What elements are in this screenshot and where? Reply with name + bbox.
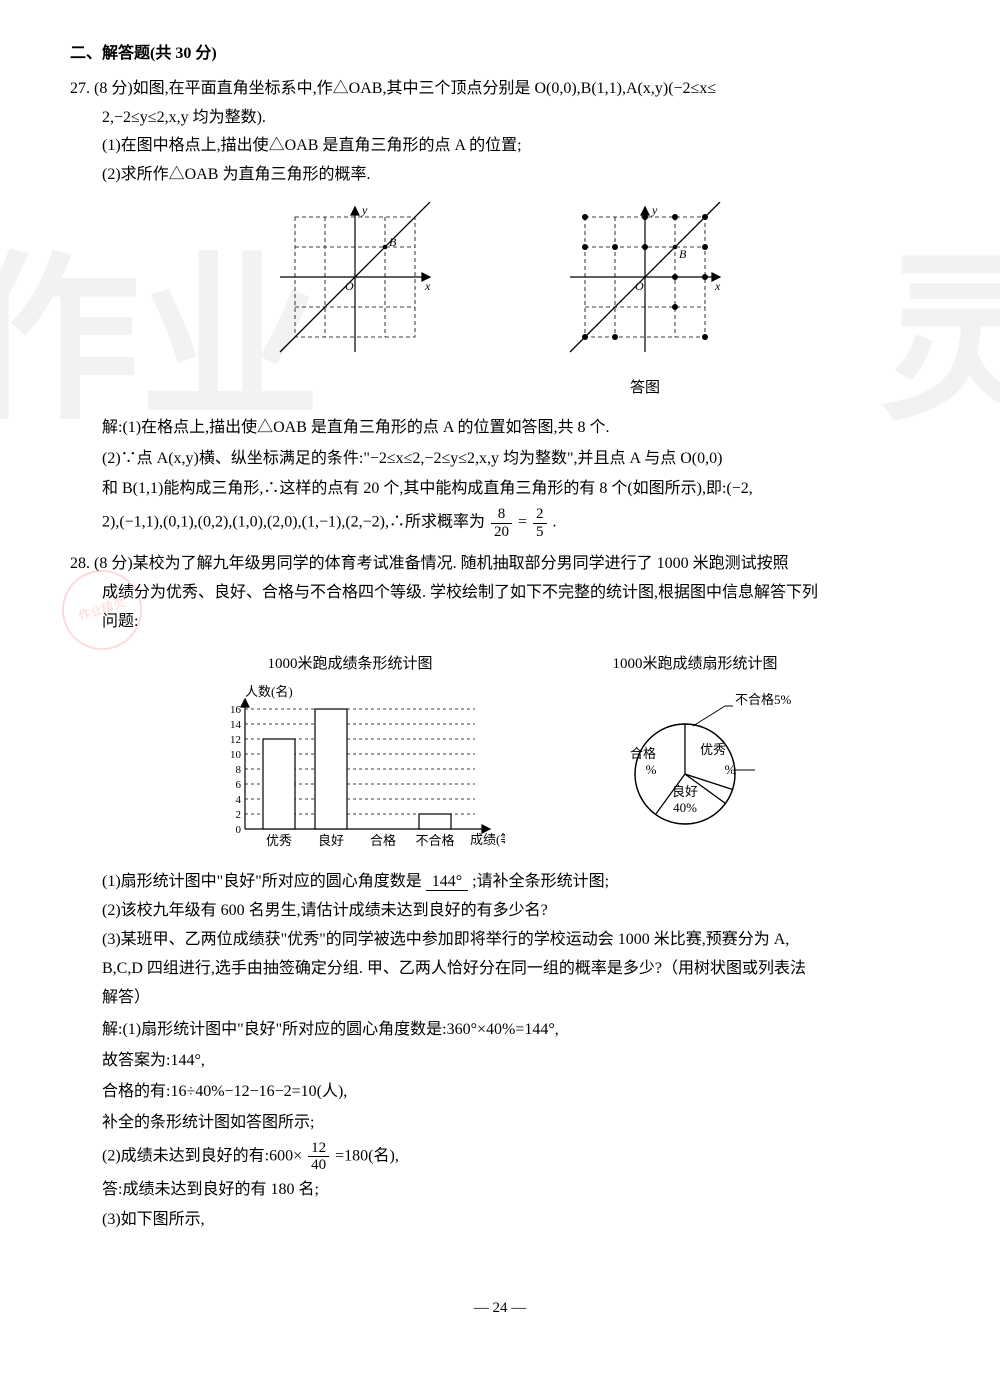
q27-ans1: 解:(1)在格点上,描出使△OAB 是直角三角形的点 A 的位置如答图,共 8 …: [102, 414, 930, 443]
svg-text:合格: 合格: [370, 833, 396, 848]
svg-text:%: %: [646, 762, 657, 777]
svg-text:4: 4: [236, 794, 242, 806]
svg-text:16: 16: [230, 704, 242, 716]
frac-12-40: 1240: [308, 1140, 329, 1174]
question-27: 27. (8 分)如图,在平面直角坐标系中,作△OAB,其中三个顶点分别是 O(…: [70, 75, 930, 540]
bar-chart-wrap: 1000米跑成绩条形统计图 人数(名) 0 2 4 6 8 10 12 14 16 优秀 良好 合格…: [195, 651, 505, 865]
bar-chart-title: 1000米跑成绩条形统计图: [195, 651, 505, 678]
q28-p1-after: ;请补全条形统计图;: [472, 873, 609, 890]
svg-text:人数(名): 人数(名): [245, 684, 293, 699]
pie-chart-wrap: 1000米跑成绩扇形统计图 不合格5% 合格 % 优秀 % 良好 40%: [585, 651, 805, 855]
q27-fig1: B O x y: [270, 202, 440, 402]
q27-number: 27.: [70, 80, 90, 97]
q28-cont1: 成绩分为优秀、良好、合格与不合格四个等级. 学校绘制了如下不完整的统计图,根据图…: [70, 579, 930, 608]
q28-ans2-suffix: =180(名),: [335, 1147, 399, 1164]
coord-grid-1: B O x y: [270, 202, 440, 362]
question-28: 28. (8 分)某校为了解九年级男同学的体育考试准备情况. 随机抽取部分男同学…: [70, 550, 930, 1235]
q28-ans3: (3)如下图所示,: [102, 1206, 930, 1235]
q28-ans2: (2)成绩未达到良好的有:600× 1240 =180(名),: [102, 1140, 930, 1174]
q28-ans1a: 解:(1)扇形统计图中"良好"所对应的圆心角度数是:360°×40%=144°,: [102, 1016, 930, 1045]
q28-part3c: 解答）: [70, 984, 930, 1013]
svg-text:0: 0: [236, 824, 242, 836]
page-content: 二、解答题(共 30 分) 27. (8 分)如图,在平面直角坐标系中,作△OA…: [70, 40, 930, 1322]
svg-text:x: x: [714, 279, 721, 293]
q28-p1-before: (1)扇形统计图中"良好"所对应的圆心角度数是: [102, 873, 422, 890]
svg-text:优秀: 优秀: [700, 742, 726, 757]
svg-text:y: y: [361, 203, 368, 217]
svg-text:x: x: [424, 279, 431, 293]
svg-text:2: 2: [236, 809, 242, 821]
svg-text:优秀: 优秀: [266, 833, 292, 848]
frac-8-20: 820: [491, 506, 512, 540]
svg-text:y: y: [651, 203, 658, 217]
pie-chart-title: 1000米跑成绩扇形统计图: [585, 651, 805, 678]
q27-text1: 如图,在平面直角坐标系中,作△OAB,其中三个顶点分别是 O(0,0),B(1,…: [133, 80, 716, 97]
q27-ans2c-prefix: 2),(−1,1),(0,1),(0,2),(1,0),(2,0),(1,−1)…: [102, 514, 485, 531]
q28-p1-blank: 144°: [426, 873, 468, 891]
q28-points: (8 分): [94, 555, 133, 572]
svg-text:8: 8: [236, 764, 242, 776]
q27-fig2: B O x y: [560, 202, 730, 402]
q28-ans1b: 故答案为:144°,: [102, 1047, 930, 1076]
svg-text:O: O: [345, 279, 354, 293]
bar-chart: 人数(名) 0 2 4 6 8 10 12 14 16 优秀 良好 合格 不合格 成绩(等级): [195, 684, 505, 854]
svg-text:成绩(等级): 成绩(等级): [470, 832, 505, 847]
q28-part1: (1)扇形统计图中"良好"所对应的圆心角度数是 144° ;请补全条形统计图;: [70, 868, 930, 897]
frac-2-5: 25: [533, 506, 547, 540]
svg-text:12: 12: [230, 734, 241, 746]
q27-ans2b: 和 B(1,1)能构成三角形,∴这样的点有 20 个,其中能构成直角三角形的有 …: [102, 475, 930, 504]
q27-cont1: 2,−2≤y≤2,x,y 均为整数).: [70, 104, 930, 133]
page-number: — 24 —: [70, 1295, 930, 1322]
svg-text:10: 10: [230, 749, 242, 761]
svg-text:B: B: [389, 235, 397, 249]
q27-ans2a: (2)∵点 A(x,y)横、纵坐标满足的条件:"−2≤x≤2,−2≤y≤2,x,…: [102, 445, 930, 474]
q27-ans2c: 2),(−1,1),(0,1),(0,2),(1,0),(2,0),(1,−1)…: [102, 506, 930, 540]
svg-text:6: 6: [236, 779, 242, 791]
coord-grid-2: B O x y: [560, 202, 730, 362]
q28-text1: 某校为了解九年级男同学的体育考试准备情况. 随机抽取部分男同学进行了 1000 …: [133, 555, 789, 572]
pie-chart: 不合格5% 合格 % 优秀 % 良好 40%: [585, 684, 805, 844]
svg-text:合格: 合格: [630, 746, 656, 761]
q28-ans1d: 补全的条形统计图如答图所示;: [102, 1109, 930, 1138]
q28-answer: 解:(1)扇形统计图中"良好"所对应的圆心角度数是:360°×40%=144°,…: [70, 1016, 930, 1235]
q27-ans2c-suffix: .: [553, 514, 557, 531]
svg-text:%: %: [725, 762, 736, 777]
q27-eq: =: [518, 514, 527, 531]
q27-answer: 解:(1)在格点上,描出使△OAB 是直角三角形的点 A 的位置如答图,共 8 …: [70, 414, 930, 540]
svg-text:良好: 良好: [318, 833, 344, 848]
svg-text:14: 14: [230, 719, 242, 731]
q28-number: 28.: [70, 555, 90, 572]
q27-part1: (1)在图中格点上,描出使△OAB 是直角三角形的点 A 的位置;: [70, 132, 930, 161]
q27-fig2-caption: 答图: [560, 375, 730, 402]
q28-ans2b: 答:成绩未达到良好的有 180 名;: [102, 1176, 930, 1205]
svg-text:40%: 40%: [673, 800, 697, 815]
q27-points: (8 分): [94, 80, 133, 97]
svg-text:B: B: [679, 247, 687, 261]
q28-charts: 1000米跑成绩条形统计图 人数(名) 0246810121416 优秀良好合格…: [70, 651, 930, 865]
svg-text:O: O: [635, 279, 644, 293]
q28-part2: (2)该校九年级有 600 名男生,请估计成绩未达到良好的有多少名?: [70, 897, 930, 926]
q27-part2: (2)求所作△OAB 为直角三角形的概率.: [70, 161, 930, 190]
q28-part3b: B,C,D 四组进行,选手由抽签确定分组. 甲、乙两人恰好分在同一组的概率是多少…: [70, 955, 930, 984]
svg-text:不合格: 不合格: [415, 833, 454, 848]
q28-ans2-prefix: (2)成绩未达到良好的有:600×: [102, 1147, 302, 1164]
pie-label-fail: 不合格5%: [735, 692, 792, 707]
q28-part3a: (3)某班甲、乙两位成绩获"优秀"的同学被选中参加即将举行的学校运动会 1000…: [70, 926, 930, 955]
q28-ans1c: 合格的有:16÷40%−12−16−2=10(人),: [102, 1078, 930, 1107]
svg-text:良好: 良好: [672, 784, 698, 799]
q28-cont2: 问题:: [70, 608, 930, 637]
section-title: 二、解答题(共 30 分): [70, 40, 930, 69]
q27-figures: B O x y: [70, 202, 930, 402]
